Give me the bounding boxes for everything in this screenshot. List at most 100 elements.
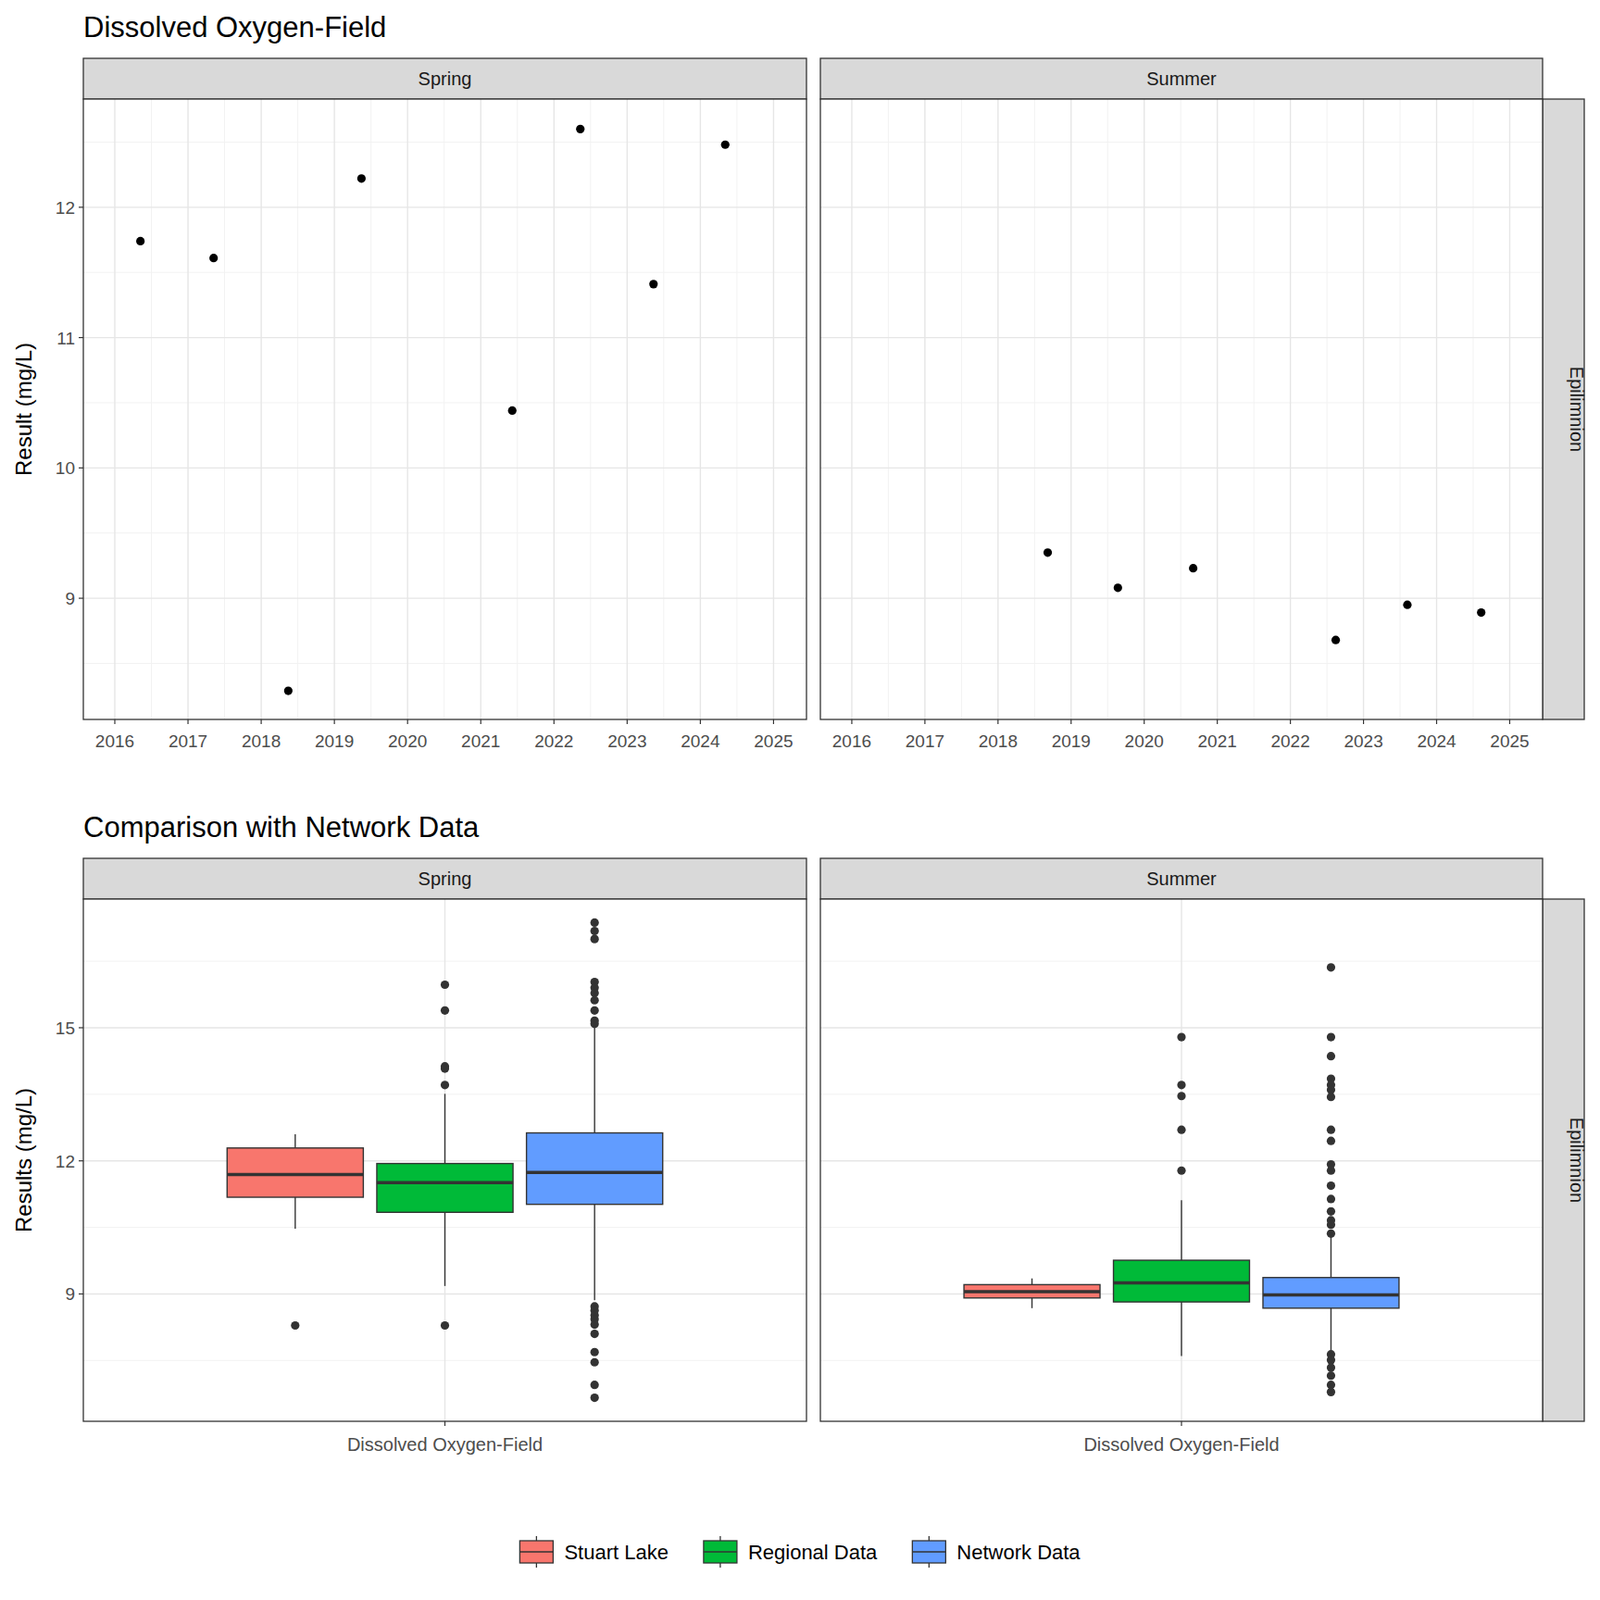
chart-title: Dissolved Oxygen-Field [83,11,387,44]
tick [334,719,336,725]
grid-line [83,467,807,469]
grid-line [820,337,1543,338]
boxes [963,962,1400,1397]
outlier [590,918,600,927]
tick [407,719,409,725]
tick-label: 2019 [314,731,354,751]
outlier [1326,1137,1336,1146]
point [1113,583,1123,592]
grid-line [333,99,335,720]
box [226,1148,363,1198]
tick [1509,719,1511,725]
point [209,253,218,263]
tick [997,719,999,725]
tick-label: 2016 [832,731,872,751]
grid-line [1070,99,1072,720]
legend-key-median [703,1550,738,1552]
whisker [444,1212,446,1287]
point [575,125,585,134]
axis-title: Results (mg/L) [11,1087,37,1233]
box [376,1163,513,1213]
legend-key [912,1540,946,1563]
tick [850,719,852,725]
grid-line [83,206,807,208]
panel-frame [83,99,807,720]
minor-grid [83,662,807,664]
minor-grid [297,99,299,720]
outlier [1176,1166,1186,1175]
box [963,1284,1100,1298]
tick-label: 2018 [241,731,281,751]
tick [1362,719,1364,725]
outlier [1176,1125,1186,1135]
outlier [1326,1355,1336,1364]
whisker [1330,1308,1332,1352]
minor-grid [83,272,807,274]
outlier [1326,1032,1336,1041]
strip [83,858,807,900]
legend-key-median [519,1550,553,1552]
point [136,237,145,246]
grid-line [113,99,115,720]
strip [820,58,1543,100]
tick [553,719,555,725]
tick-label: 2017 [905,731,945,751]
tick-label: 2021 [461,731,500,751]
grid-line [850,99,852,720]
panel-bg [83,899,807,1422]
minor-grid [1473,99,1475,720]
outlier [1326,1092,1336,1101]
tick-label: Dissolved Oxygen-Field [347,1434,543,1455]
tick [113,719,115,725]
tick-label: 2024 [680,731,721,751]
grid-line [1289,99,1291,720]
tick [1216,719,1218,725]
outlier [590,1006,600,1015]
tick-label: 2019 [1051,731,1091,751]
grid-line [700,99,701,720]
minor-grid [961,99,963,720]
tick [78,1293,84,1295]
outlier [1176,1091,1186,1100]
tick [187,719,188,725]
box [1113,1260,1250,1302]
point [284,686,293,695]
tick-label: 2020 [387,731,427,751]
tick-label: 2023 [607,731,647,751]
legend-key-median [912,1550,946,1552]
outlier [590,1380,600,1389]
panel-bg [820,99,1543,720]
tick [1070,719,1072,725]
tick [480,719,482,725]
minor-grid [1326,99,1328,720]
points [136,125,730,696]
panel-frame [820,899,1543,1422]
tick [78,597,84,599]
tick [78,1026,84,1028]
tick-label: 9 [64,1284,75,1304]
median [376,1180,513,1185]
tick [1436,719,1438,725]
tick-label: 2023 [1343,731,1383,751]
grid-line [83,337,807,338]
minor-grid [820,272,1543,274]
minor-grid [1034,99,1036,720]
point [1476,608,1486,617]
chart-root: Dissolved Oxygen-FieldSpringSummerEpilim… [0,0,1600,1600]
minor-grid [83,141,807,143]
minor-grid [83,532,807,534]
outlier [590,1320,600,1329]
grid-line [1216,99,1218,720]
outlier [590,935,600,944]
tick-label: 9 [64,588,75,609]
grid-line [924,99,925,720]
minor-grid [224,99,225,720]
outlier [1326,1194,1336,1203]
panel-bg [820,899,1543,1422]
whisker [593,1026,595,1134]
whisker [1031,1298,1033,1309]
grid-line [260,99,262,720]
whisker [593,1204,595,1301]
tick [260,719,262,725]
grid-line [187,99,188,720]
